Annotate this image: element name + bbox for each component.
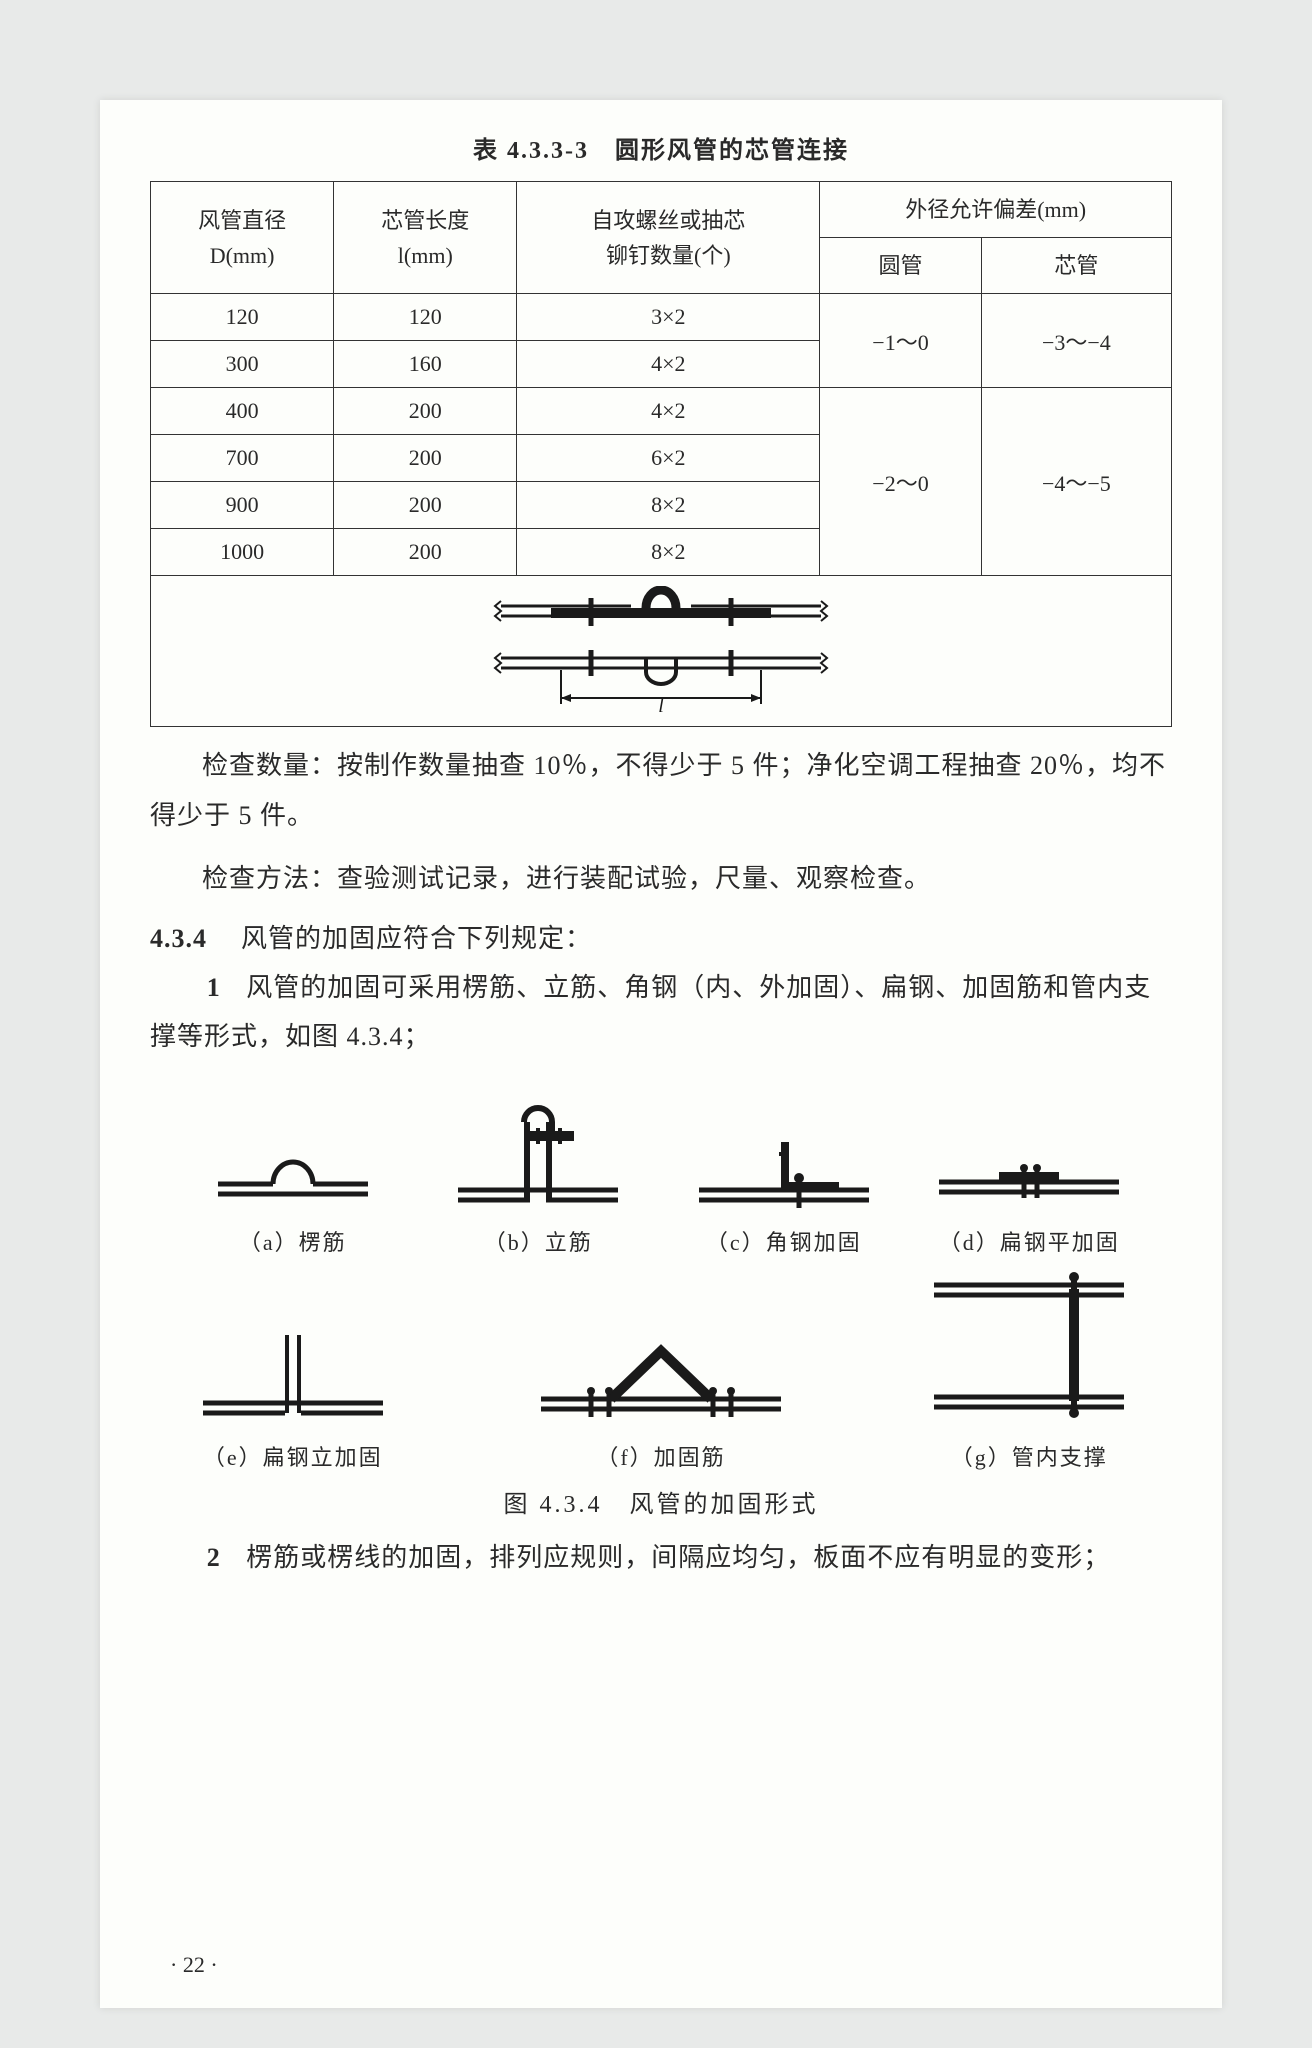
page-number: · 22 · (170, 1952, 218, 1978)
flat-steel-horiz-icon (929, 1132, 1129, 1212)
cell-tol-round: −2～0 (820, 388, 981, 576)
col-header-diameter: 风管直径 D(mm) (151, 182, 334, 294)
section-number: 4.3.4 (150, 914, 241, 963)
cell: 3×2 (517, 294, 820, 341)
fig-c: （c）角钢加固 (689, 1112, 879, 1257)
col-header-l2: 铆钉数量(个) (606, 243, 731, 268)
cell-tol-core: −3～−4 (981, 294, 1171, 388)
fig-label: （g）管内支撑 (924, 1440, 1134, 1472)
cell: 200 (334, 388, 517, 435)
col-header-round: 圆管 (820, 238, 981, 294)
fig-a: （a）楞筋 (208, 1132, 378, 1257)
inner-support-icon (924, 1267, 1134, 1427)
cell: 120 (151, 294, 334, 341)
col-header-l1: 芯管长度 (381, 208, 469, 233)
item-1: 1风管的加固可采用楞筋、立筋、角钢（内、外加固）、扁钢、加固筋和管内支撑等形式，… (150, 963, 1172, 1062)
item-text: 楞筋或楞线的加固，排列应规则，间隔应均匀，板面不应有明显的变形； (246, 1543, 1110, 1572)
section-4-3-4: 4.3.4风管的加固应符合下列规定： (150, 914, 1172, 963)
item-text: 风管的加固可采用楞筋、立筋、角钢（内、外加固）、扁钢、加固筋和管内支撑等形式，如… (150, 973, 1151, 1051)
rib-icon (208, 1132, 378, 1212)
cell: 4×2 (517, 341, 820, 388)
table-row: 120 120 3×2 −1～0 −3～−4 (151, 294, 1172, 341)
angle-steel-icon (689, 1112, 879, 1212)
col-header-tolerance: 外径允许偏差(mm) (820, 182, 1172, 238)
cell: 8×2 (517, 529, 820, 576)
paragraph-check-qty: 检查数量：按制作数量抽查 10％，不得少于 5 件；净化空调工程抽查 20％，均… (150, 741, 1172, 840)
reinforce-rib-icon (531, 1317, 791, 1427)
item-number: 1 (181, 963, 246, 1012)
cell: 120 (334, 294, 517, 341)
cell-tol-round: −1～0 (820, 294, 981, 388)
cell: 200 (334, 435, 517, 482)
col-header-rivets: 自攻螺丝或抽芯 铆钉数量(个) (517, 182, 820, 294)
item-number: 2 (181, 1533, 246, 1582)
fig-label: （a）楞筋 (208, 1225, 378, 1257)
fig-f: （f）加固筋 (531, 1317, 791, 1472)
fig-label: （c）角钢加固 (689, 1225, 879, 1257)
cell: 700 (151, 435, 334, 482)
fig-label: （e）扁钢立加固 (193, 1440, 393, 1472)
cell: 400 (151, 388, 334, 435)
table-row: 400 200 4×2 −2～0 −4～−5 (151, 388, 1172, 435)
figure-caption: 图 4.3.4 风管的加固形式 (150, 1484, 1172, 1519)
col-header-core: 芯管 (981, 238, 1171, 294)
table-caption: 表 4.3.3-3 圆形风管的芯管连接 (150, 130, 1172, 165)
col-header-l2: l(mm) (398, 243, 453, 268)
cell: 6×2 (517, 435, 820, 482)
figure-grid: （a）楞筋 （b）立筋 (180, 1092, 1142, 1472)
cell: 300 (151, 341, 334, 388)
item-2: 2楞筋或楞线的加固，排列应规则，间隔应均匀，板面不应有明显的变形； (150, 1533, 1172, 1582)
fig-label: （d）扁钢平加固 (929, 1225, 1129, 1257)
data-table: 风管直径 D(mm) 芯管长度 l(mm) 自攻螺丝或抽芯 铆钉数量(个) 外径… (150, 181, 1172, 727)
fig-e: （e）扁钢立加固 (193, 1307, 393, 1472)
cell: 900 (151, 482, 334, 529)
standing-rib-icon (448, 1092, 628, 1212)
cell: 1000 (151, 529, 334, 576)
cell: 200 (334, 529, 517, 576)
cell: 200 (334, 482, 517, 529)
table-diagram-row: l (151, 576, 1172, 727)
fig-d: （d）扁钢平加固 (929, 1132, 1129, 1257)
col-header-length: 芯管长度 l(mm) (334, 182, 517, 294)
cell-tol-core: −4～−5 (981, 388, 1171, 576)
core-tube-diagram-icon: l (471, 586, 851, 716)
flat-steel-vert-icon (193, 1307, 393, 1427)
fig-label: （f）加固筋 (531, 1440, 791, 1472)
cell: 4×2 (517, 388, 820, 435)
fig-label: （b）立筋 (448, 1225, 628, 1257)
cell: 8×2 (517, 482, 820, 529)
page: 表 4.3.3-3 圆形风管的芯管连接 风管直径 D(mm) 芯管长度 l(mm… (100, 100, 1222, 2008)
fig-b: （b）立筋 (448, 1092, 628, 1257)
fig-g: （g）管内支撑 (924, 1267, 1134, 1472)
paragraph-check-method: 检查方法：查验测试记录，进行装配试验，尺量、观察检查。 (150, 854, 1172, 903)
cell: 160 (334, 341, 517, 388)
section-title: 风管的加固应符合下列规定： (241, 924, 592, 953)
col-header-l1: 自攻螺丝或抽芯 (591, 208, 745, 233)
dim-label-l: l (658, 695, 664, 716)
col-header-l1: 风管直径 (198, 208, 286, 233)
col-header-l2: D(mm) (210, 243, 275, 268)
